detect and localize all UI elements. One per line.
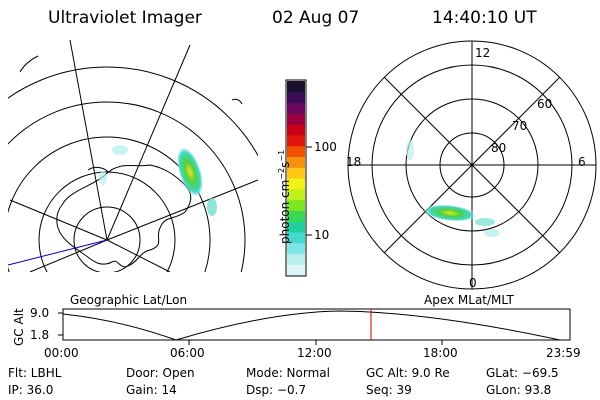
altitude-xtick-1800: 18:00 bbox=[423, 346, 458, 360]
altitude-xtick-1200: 12:00 bbox=[297, 346, 332, 360]
altitude-plot bbox=[58, 308, 571, 345]
altitude-ylabel: GC Alt bbox=[12, 308, 26, 346]
info-flt: Flt: LBHL bbox=[8, 366, 62, 380]
colorbar-band bbox=[287, 188, 305, 201]
info-glon: GLon: 93.8 bbox=[486, 383, 552, 397]
colorbar-unit-label: photon cm−2s−1 bbox=[277, 149, 292, 244]
info-glat: GLat: −69.5 bbox=[486, 366, 559, 380]
instrument-title: Ultraviolet Imager bbox=[48, 8, 202, 28]
lat-label-70: 70 bbox=[512, 119, 528, 133]
info-ip: IP: 36.0 bbox=[8, 383, 54, 397]
colorbar-band bbox=[287, 242, 305, 255]
colorbar-band bbox=[287, 167, 305, 179]
colorbar-band bbox=[287, 134, 305, 147]
mlt-label-12: 12 bbox=[475, 46, 491, 60]
mlt-label-0: 0 bbox=[469, 276, 477, 290]
right-aurora bbox=[406, 140, 500, 237]
colorbar-band bbox=[287, 178, 305, 190]
mlt-label-18: 18 bbox=[346, 155, 362, 169]
left-aurora bbox=[7, 145, 217, 266]
colorbar-band bbox=[287, 156, 305, 168]
altitude-xtick-0600: 06:00 bbox=[170, 346, 205, 360]
altitude-xtick-2359: 23:59 bbox=[546, 346, 581, 360]
colorbar-band bbox=[287, 91, 305, 104]
colorbar-band bbox=[287, 113, 305, 125]
colorbar-band bbox=[287, 145, 305, 158]
polar-plot bbox=[347, 40, 597, 290]
info-dsp: Dsp: −0.7 bbox=[246, 383, 307, 397]
time-label: 14:40:10 UT bbox=[432, 8, 537, 28]
left-panel-caption: Geographic Lat/Lon bbox=[70, 293, 188, 307]
info-mode: Mode: Normal bbox=[246, 366, 330, 380]
info-gc-alt: GC Alt: 9.0 Re bbox=[366, 366, 450, 380]
colorbar-band bbox=[287, 199, 305, 211]
colorbar-band bbox=[287, 253, 305, 265]
geographic-map bbox=[8, 40, 258, 272]
colorbar-tick-10: 10 bbox=[314, 228, 330, 242]
altitude-ytick-1.8: 1.8 bbox=[30, 328, 50, 342]
altitude-curve bbox=[62, 310, 561, 341]
mlt-label-6: 6 bbox=[578, 155, 586, 169]
altitude-ytick-9: 9.0 bbox=[30, 306, 50, 320]
info-door: Door: Open bbox=[126, 366, 195, 380]
colorbar-band bbox=[287, 231, 305, 244]
lat-label-60: 60 bbox=[537, 97, 553, 111]
colorbar-band bbox=[287, 221, 305, 233]
lat-label-80: 80 bbox=[491, 141, 507, 155]
info-seq: Seq: 39 bbox=[366, 383, 412, 397]
colorbar-tick-100: 100 bbox=[314, 140, 337, 154]
colorbar-band bbox=[287, 124, 305, 136]
info-gain: Gain: 14 bbox=[126, 383, 177, 397]
colorbar-band bbox=[287, 102, 305, 114]
colorbar-band bbox=[287, 210, 305, 222]
colorbar-band bbox=[287, 264, 305, 276]
date-label: 02 Aug 07 bbox=[272, 8, 360, 28]
altitude-xtick-0000: 00:00 bbox=[44, 346, 79, 360]
right-panel-caption: Apex MLat/MLT bbox=[424, 293, 514, 307]
colorbar-band bbox=[287, 81, 305, 93]
colorbar bbox=[285, 79, 312, 277]
